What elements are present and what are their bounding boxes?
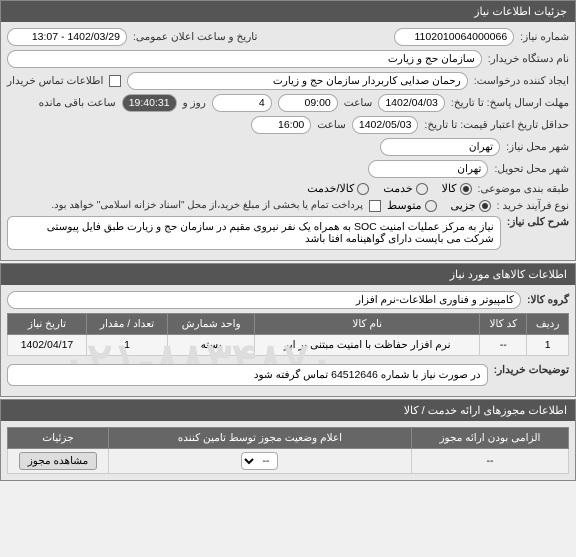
col-code: کد کالا — [480, 314, 527, 335]
buyer-notes-label: توضیحات خریدار: — [494, 364, 569, 376]
license-table: الزامی بودن ارائه مجوز اعلام وضعیت مجوز … — [7, 427, 569, 474]
col-row: ردیف — [527, 314, 569, 335]
goods-info-panel: اطلاعات کالاهای مورد نیاز گروه کالا: کام… — [0, 263, 576, 397]
category-label: طبقه بندی موضوعی: — [478, 183, 569, 195]
need-no-label: شماره نیاز: — [520, 31, 569, 43]
table-row: 1 -- نرم افزار حفاظت با امنیت مبتنی بر ا… — [8, 335, 569, 356]
payment-checkbox[interactable] — [369, 200, 381, 212]
contact-checkbox[interactable] — [109, 75, 121, 87]
radio-proc-partial[interactable] — [425, 200, 437, 212]
goods-info-header: اطلاعات کالاهای مورد نیاز — [1, 264, 575, 285]
radio-goods-service[interactable] — [357, 183, 369, 195]
col-supplier-status: اعلام وضعیت مجوز توسط تامین کننده — [108, 428, 411, 449]
pub-datetime-label: تاریخ و ساعت اعلان عمومی: — [133, 31, 257, 43]
need-city-label: شهر محل نیاز: — [506, 141, 569, 153]
need-info-panel: جزئیات اطلاعات نیاز شماره نیاز: 11020100… — [0, 0, 576, 261]
col-date: تاریخ نیاز — [8, 314, 87, 335]
group-value: کامپیوتر و فناوری اطلاعات-نرم افزار — [7, 291, 521, 309]
category-radio-group: کالا خدمت کالا/خدمت — [307, 182, 471, 195]
col-details: جزئیات — [8, 428, 109, 449]
credit-date: 1402/05/03 — [352, 116, 419, 134]
delivery-city-value: تهران — [368, 160, 488, 178]
requester-value: رحمان صدایی کاربردار سازمان حج و زیارت — [127, 72, 467, 90]
radio-service[interactable] — [416, 183, 428, 195]
proc-label: نوع فرآیند خرید : — [497, 200, 569, 212]
reply-time: 09:00 — [278, 94, 338, 112]
payment-note: پرداخت تمام یا بخشی از مبلغ خرید،از محل … — [51, 200, 363, 211]
view-license-button[interactable]: مشاهده مجوز — [19, 452, 98, 470]
reply-deadline-label: مهلت ارسال پاسخ: تا تاریخ: — [451, 97, 569, 109]
goods-table: ردیف کد کالا نام کالا واحد شمارش تعداد /… — [7, 313, 569, 356]
credit-deadline-label: حداقل تاریخ اعتبار قیمت: تا تاریخ: — [424, 119, 569, 131]
license-info-panel: اطلاعات مجوزهای ارائه خدمت / کالا الزامی… — [0, 399, 576, 481]
reply-days: 4 — [212, 94, 272, 112]
credit-time: 16:00 — [251, 116, 311, 134]
need-desc: نیاز به مرکز عملیات امنیت SOC به همراه ی… — [7, 216, 501, 250]
reply-remaining: 19:40:31 — [122, 94, 177, 112]
radio-goods[interactable] — [460, 183, 472, 195]
col-unit: واحد شمارش — [168, 314, 255, 335]
col-mandatory: الزامی بودن ارائه مجوز — [411, 428, 568, 449]
buyer-notes: در صورت نیاز با شماره 64512646 تماس گرفت… — [7, 364, 488, 386]
reply-date: 1402/04/03 — [378, 94, 445, 112]
need-info-header: جزئیات اطلاعات نیاز — [1, 1, 575, 22]
contact-label: اطلاعات تماس خریدار — [7, 75, 103, 87]
status-select[interactable]: -- — [241, 452, 278, 470]
need-no-value: 1102010064000066 — [394, 28, 514, 46]
col-qty: تعداد / مقدار — [86, 314, 167, 335]
need-desc-label: شرح کلی نیاز: — [507, 216, 569, 228]
delivery-city-label: شهر محل تحویل: — [494, 163, 569, 175]
col-name: نام کالا — [255, 314, 480, 335]
license-info-header: اطلاعات مجوزهای ارائه خدمت / کالا — [1, 400, 575, 421]
need-city-value: تهران — [380, 138, 500, 156]
requester-label: ایجاد کننده درخواست: — [474, 75, 569, 87]
pub-datetime-value: 1402/03/29 - 13:07 — [7, 28, 127, 46]
radio-proc-mid[interactable] — [479, 200, 491, 212]
proc-radio-group: جزیی متوسط — [387, 199, 491, 212]
group-label: گروه کالا: — [527, 294, 569, 306]
license-row: -- -- مشاهده مجوز — [8, 449, 569, 474]
buyer-org-label: نام دستگاه خریدار: — [488, 53, 569, 65]
buyer-org-value: سازمان حج و زیارت — [7, 50, 482, 68]
